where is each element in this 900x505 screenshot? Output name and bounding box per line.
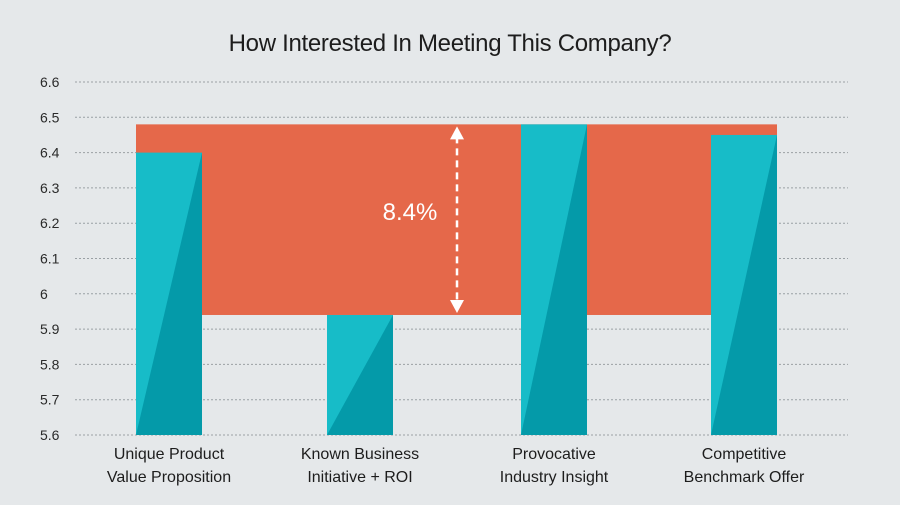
bar-shade: [327, 314, 393, 435]
bar-shade: [136, 152, 202, 435]
bar-shade: [521, 124, 587, 436]
difference-label: 8.4%: [383, 199, 438, 226]
y-tick-label: 6.2: [40, 215, 60, 231]
y-tick-label: 6.1: [40, 251, 60, 267]
x-category-label: Benchmark Offer: [684, 469, 805, 486]
x-category-label: Value Proposition: [107, 469, 231, 486]
y-tick-label: 6.3: [40, 180, 60, 196]
x-category-label: Provocative: [512, 446, 596, 463]
bar-shade: [711, 134, 777, 435]
y-tick-label: 5.9: [40, 321, 60, 337]
x-category-label: Unique Product: [114, 446, 225, 463]
y-tick-label: 6.4: [40, 145, 60, 161]
arrow-head-down: [450, 299, 464, 313]
x-category-label: Known Business: [301, 446, 419, 463]
y-tick-label: 6.6: [40, 74, 60, 90]
y-tick-label: 5.6: [40, 427, 60, 443]
x-category-label: Initiative + ROI: [307, 469, 412, 486]
x-category-label: Competitive: [702, 446, 787, 463]
y-tick-label: 6: [40, 286, 48, 302]
y-tick-label: 6.5: [40, 109, 60, 125]
chart-title: How Interested In Meeting This Company?: [228, 30, 672, 57]
arrow-head-up: [450, 126, 464, 140]
x-category-label: Industry Insight: [500, 469, 609, 486]
y-tick-label: 5.8: [40, 356, 60, 372]
y-tick-label: 5.7: [40, 392, 60, 408]
